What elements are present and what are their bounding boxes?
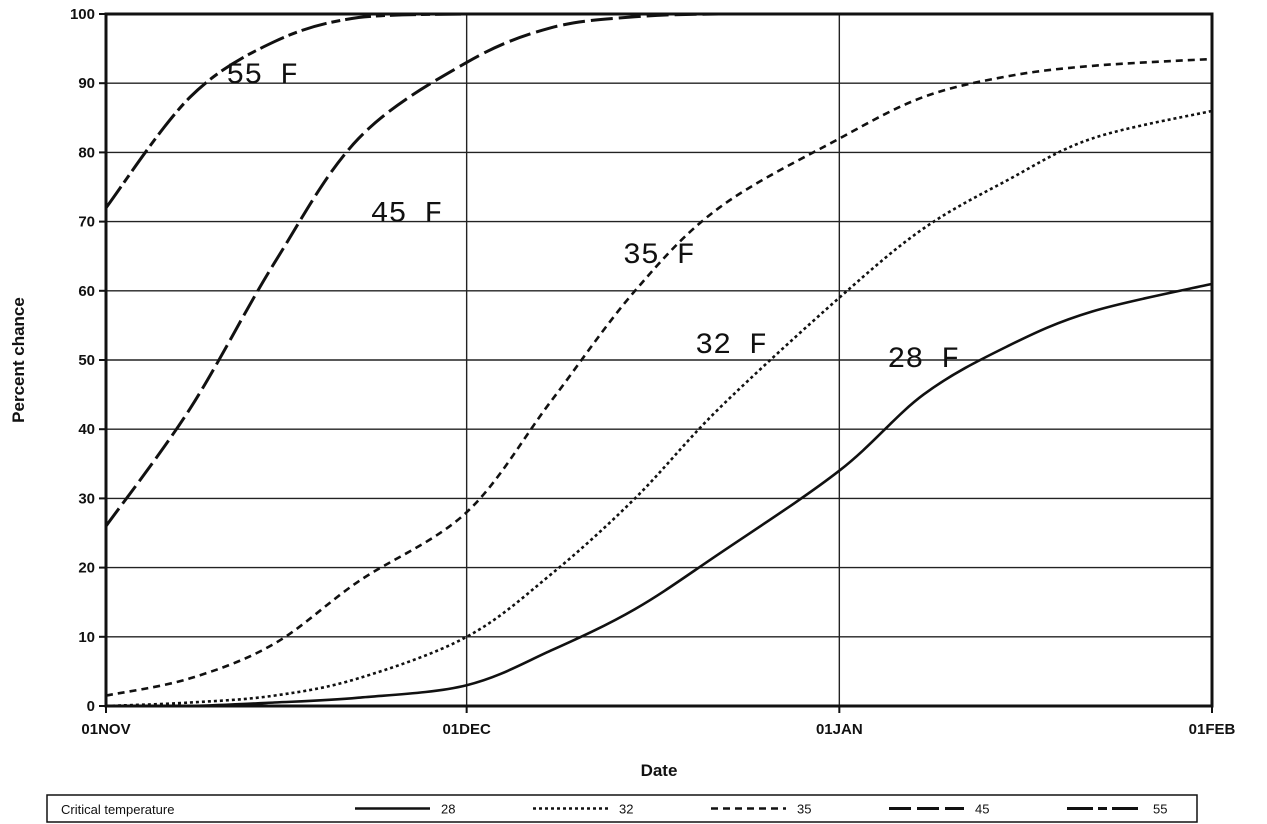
x-tick-label: 01FEB <box>1189 721 1236 738</box>
y-axis-title: Percent chance <box>9 297 28 423</box>
legend-label-55: 55 <box>1153 802 1167 817</box>
legend-label-28: 28 <box>441 802 455 817</box>
y-tick-label: 40 <box>78 421 95 438</box>
y-tick-label: 60 <box>78 283 95 300</box>
legend-label-32: 32 <box>619 802 633 817</box>
y-tick-label: 80 <box>78 144 95 161</box>
axis-ticks: 0 10 20 30 40 50 60 70 80 90 100 01NOV 01DEC 01JAN 01F… <box>70 6 1236 738</box>
y-tick-label: 30 <box>78 490 95 507</box>
x-tick-label: 01NOV <box>81 721 130 738</box>
series-line-45 <box>104 12 1212 527</box>
y-tick-label: 10 <box>78 629 95 646</box>
series-line-32 <box>105 109 1213 708</box>
curve-label-32: 32 F <box>695 329 767 363</box>
y-tick-label: 0 <box>87 698 95 715</box>
y-tick-label: 50 <box>78 352 95 369</box>
legend: Critical temperature 28 32 35 45 55 <box>46 794 1198 823</box>
x-tick-label: 01DEC <box>442 721 491 738</box>
series-line-28 <box>106 282 1213 708</box>
y-tick-label: 100 <box>70 6 95 23</box>
x-axis-title: Date <box>641 761 678 780</box>
y-tick-label: 70 <box>78 214 95 231</box>
curve-label-35: 35 F <box>623 239 695 273</box>
legend-label-45: 45 <box>975 802 989 817</box>
curve-label-45: 45 F <box>370 198 442 232</box>
legend-label-35: 35 <box>797 802 811 817</box>
series-line-35 <box>105 57 1213 697</box>
curve-labels: 55 F 45 F 35 F 32 F 28 F <box>226 59 959 377</box>
legend-title: Critical temperature <box>61 802 174 817</box>
y-tick-label: 90 <box>78 75 95 92</box>
legend-box <box>46 794 1198 823</box>
x-tick-label: 01JAN <box>816 721 863 738</box>
curve-label-55: 55 F <box>226 59 298 93</box>
curve-label-28: 28 F <box>887 343 959 377</box>
y-tick-label: 20 <box>78 560 95 577</box>
legend-items: 28 32 35 45 55 <box>355 802 1167 817</box>
